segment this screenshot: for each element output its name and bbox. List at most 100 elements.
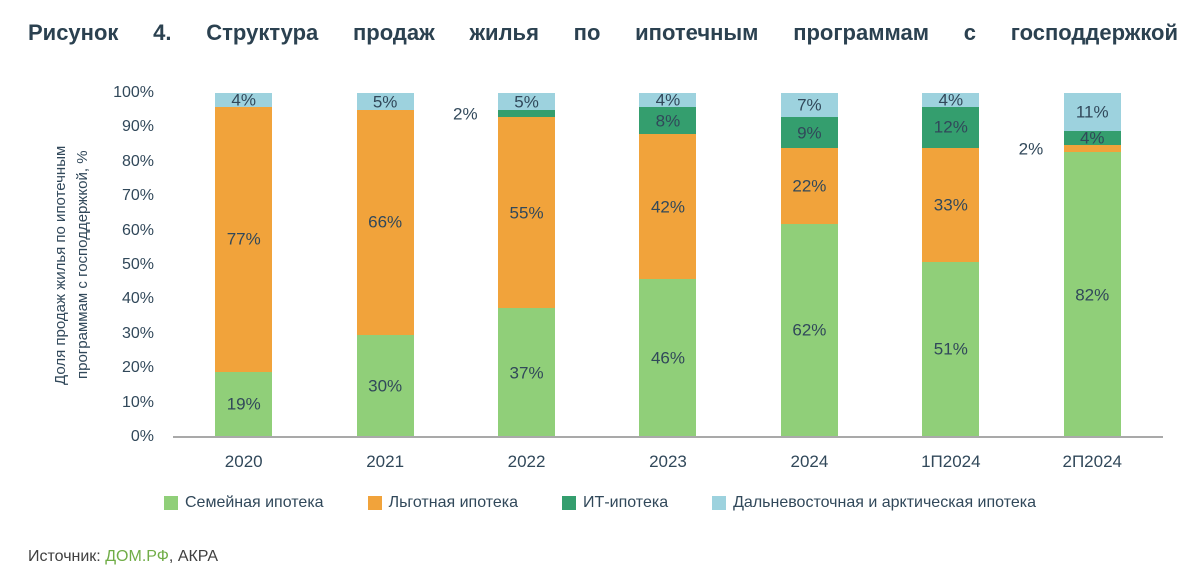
y-tick-label: 80% bbox=[121, 152, 154, 170]
category-label: 2021 bbox=[366, 452, 405, 471]
segment-label: 4% bbox=[655, 90, 681, 110]
segment-label: 8% bbox=[655, 111, 681, 131]
segment-label: 19% bbox=[226, 394, 261, 414]
segment-label: 55% bbox=[509, 203, 544, 223]
segment-label: 42% bbox=[650, 197, 685, 217]
segment-1П2024-2: 12% bbox=[922, 106, 980, 149]
segment-label: 46% bbox=[650, 348, 685, 368]
legend-swatch bbox=[163, 496, 178, 510]
segment-label: 4% bbox=[1079, 128, 1105, 148]
figure-title: Рисунок 4. Структура продаж жилья по ипо… bbox=[28, 20, 1178, 45]
category-label: 2024 bbox=[790, 452, 829, 471]
source-suffix: , АКРА bbox=[168, 548, 219, 565]
segment-label: 11% bbox=[1075, 102, 1109, 122]
segment-label: 12% bbox=[933, 117, 968, 137]
segment-2020-3: 4% bbox=[215, 91, 273, 108]
stacked-bar-2021: 30% 66% 5% bbox=[356, 93, 414, 437]
segment-label: 7% bbox=[797, 95, 822, 115]
source-prefix: Источник: bbox=[28, 548, 106, 565]
bar-slot-2020: 19% 77% 4% bbox=[173, 91, 314, 437]
bar-slot-1П2024: 51% 33% 12% 4% bbox=[880, 91, 1021, 437]
legend-item: ИТ-ипотека bbox=[562, 494, 668, 512]
category-label: 1П2024 bbox=[921, 452, 981, 471]
segment-label: 5% bbox=[514, 92, 539, 112]
y-tick-label: 50% bbox=[121, 256, 154, 273]
segment-2П2024-2: 4% bbox=[1063, 130, 1121, 147]
legend-swatch bbox=[562, 496, 577, 510]
segment-2023-0: 46% bbox=[639, 278, 697, 437]
segment-2022-0: 37% bbox=[498, 308, 556, 437]
stacked-bar-2022: 37% 55% 5% bbox=[498, 93, 556, 437]
legend: Семейная ипотека Льготная ипотека ИТ-ипоте… bbox=[20, 494, 1180, 512]
segment-2021-0: 30% bbox=[356, 334, 414, 437]
segment-label: 82% bbox=[1075, 285, 1110, 305]
legend-label: ИТ-ипотека bbox=[583, 494, 669, 511]
source-link-domrf[interactable]: ДОМ.РФ bbox=[105, 548, 169, 565]
segment-label: 4% bbox=[231, 90, 256, 110]
segment-label: 62% bbox=[792, 320, 827, 340]
y-axis-ticks: 0% 10% 20% 30% 40% 50% 60% 70% 80% 90% 100% bbox=[92, 85, 154, 445]
y-tick-label: 10% bbox=[121, 393, 154, 411]
category-label: 2020 bbox=[224, 452, 263, 471]
segment-2024-2: 9% bbox=[780, 117, 838, 149]
stacked-bar-2020: 19% 77% 4% bbox=[215, 91, 273, 437]
legend-label: Льготная ипотека bbox=[388, 494, 519, 511]
segment-2П2024-3: 11% bbox=[1063, 93, 1121, 132]
stacked-bar-2П2024: 82% 4% 11% bbox=[1063, 93, 1121, 437]
stacked-bar-2023: 46% 42% 8% 4% bbox=[639, 91, 697, 437]
segment-1П2024-1: 33% bbox=[922, 148, 980, 262]
category-label: 2023 bbox=[649, 452, 687, 471]
stacked-bar-1П2024: 51% 33% 12% 4% bbox=[922, 91, 980, 437]
segment-label: 51% bbox=[933, 339, 968, 359]
segment-2П2024-1 bbox=[1063, 145, 1121, 153]
plot-area: 19% 77% 4% 30% 66% 5% 2% 37% 55% 5% 46% 42% 8% 4% 62% 2… bbox=[173, 91, 1163, 437]
legend-swatch bbox=[367, 496, 382, 510]
segment-label: 30% bbox=[368, 376, 403, 396]
segment-label: 22% bbox=[792, 176, 827, 196]
bar-slot-2024: 62% 22% 9% 7% bbox=[739, 93, 880, 437]
segment-label: 9% bbox=[797, 123, 822, 143]
stacked-bar-2024: 62% 22% 9% 7% bbox=[780, 93, 838, 437]
legend-item: Семейная ипотека bbox=[163, 494, 324, 512]
y-tick-label: 0% bbox=[130, 428, 154, 445]
bar-slot-2022: 2% 37% 55% 5% bbox=[452, 93, 597, 437]
segment-2023-3: 4% bbox=[639, 91, 697, 108]
segment-2022-2 bbox=[498, 110, 556, 118]
segment-2023-1: 42% bbox=[639, 134, 697, 279]
legend-label: Дальневосточная и арктическая ипотека bbox=[733, 494, 1036, 511]
segment-label: 33% bbox=[933, 195, 968, 215]
bar-slot-2П2024: 2% 82% 4% 11% bbox=[1018, 93, 1163, 437]
bar-slot-2021: 30% 66% 5% bbox=[314, 93, 455, 437]
y-tick-label: 30% bbox=[121, 324, 154, 342]
category-label: 2П2024 bbox=[1062, 452, 1122, 471]
segment-2021-1: 66% bbox=[356, 110, 414, 335]
legend-swatch bbox=[712, 496, 727, 510]
segment-2022-3: 5% bbox=[498, 93, 556, 111]
segment-1П2024-0: 51% bbox=[922, 261, 980, 437]
y-tick-label: 60% bbox=[121, 221, 154, 239]
y-axis-title: Доля продаж жилья по ипотечным программа… bbox=[52, 145, 91, 385]
legend-item: Дальневосточная и арктическая ипотека bbox=[712, 494, 1036, 512]
segment-2020-1: 77% bbox=[215, 106, 273, 372]
segment-1П2024-3: 4% bbox=[922, 91, 980, 108]
segment-2024-0: 62% bbox=[780, 223, 838, 437]
segment-label: 77% bbox=[226, 229, 261, 249]
category-label: 2022 bbox=[507, 452, 546, 471]
segment-2П2024-0: 82% bbox=[1063, 152, 1121, 437]
segment-2023-2: 8% bbox=[639, 106, 697, 135]
source-line: Источник: ДОМ.РФ, АКРА bbox=[28, 548, 218, 566]
x-axis: 2020 2021 2022 2023 2024 1П2024 2П2024 bbox=[173, 452, 1163, 472]
segment-label-outside: 2% bbox=[452, 104, 478, 124]
legend-item: Льготная ипотека bbox=[367, 494, 519, 512]
y-tick-label: 100% bbox=[113, 84, 154, 101]
segment-label-outside: 2% bbox=[1018, 139, 1044, 159]
y-tick-label: 20% bbox=[121, 359, 154, 377]
segment-label: 4% bbox=[938, 90, 964, 110]
segment-2024-1: 22% bbox=[780, 148, 838, 224]
legend-label: Семейная ипотека bbox=[184, 494, 324, 511]
segment-label: 66% bbox=[368, 212, 403, 232]
segment-2022-1: 55% bbox=[498, 117, 556, 309]
y-tick-label: 70% bbox=[121, 187, 154, 205]
segment-2020-0: 19% bbox=[215, 371, 273, 437]
